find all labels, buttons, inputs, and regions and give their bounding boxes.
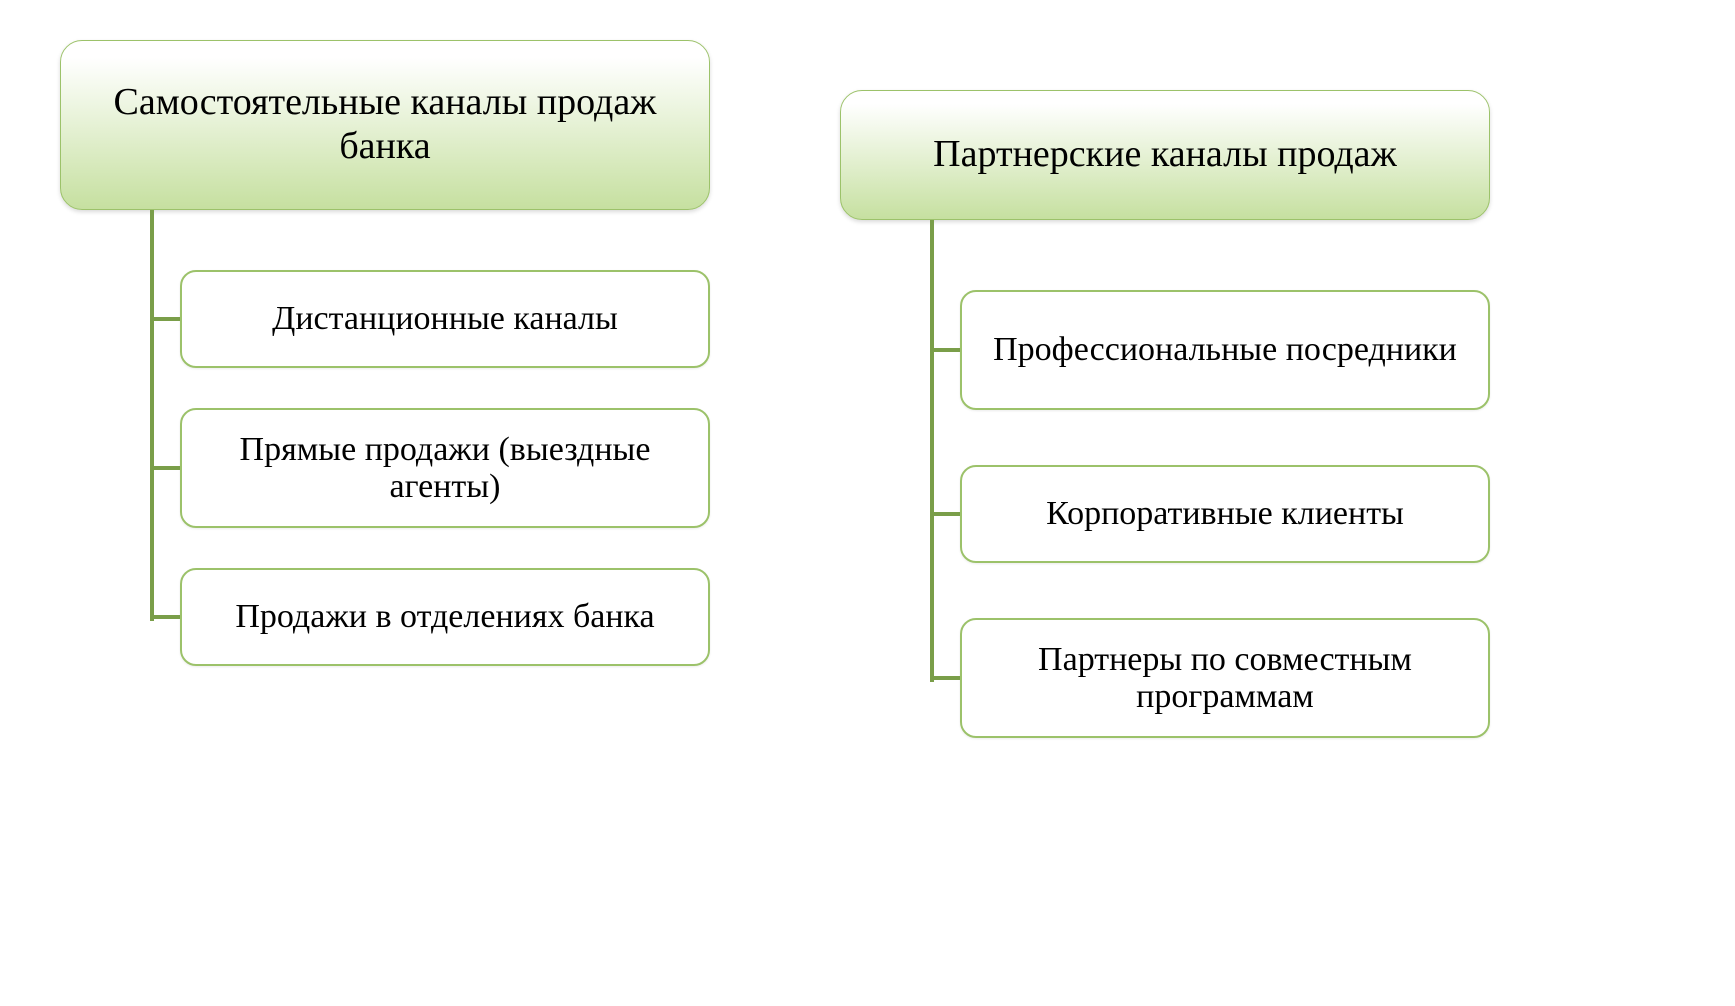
connector-horizontal [930,348,960,352]
child-box: Корпоративные клиенты [960,465,1490,563]
parent-box-left: Самостоятельные каналы продаж банка [60,40,710,210]
connector-horizontal [150,466,180,470]
parent-box-right: Партнерские каналы продаж [840,90,1490,220]
connector-horizontal [930,676,960,680]
parent-title-left: Самостоятельные каналы продаж банка [91,81,679,168]
child-label: Прямые продажи (выездные агенты) [206,431,684,506]
diagram-container: Самостоятельные каналы продаж банка Дист… [0,0,1735,778]
child-label: Корпоративные клиенты [1046,495,1404,532]
connector-horizontal [930,512,960,516]
child-box: Партнеры по совместным программам [960,618,1490,738]
connector-vertical [150,210,154,621]
connector-vertical [930,220,934,682]
child-box: Дистанционные каналы [180,270,710,368]
child-box: Продажи в отделениях банка [180,568,710,666]
parent-title-right: Партнерские каналы продаж [933,133,1397,177]
connector-horizontal [150,615,180,619]
column-right: Партнерские каналы продаж Профессиональн… [840,40,1490,738]
child-label: Партнеры по совместным программам [986,641,1464,716]
child-label: Продажи в отделениях банка [235,598,654,635]
column-left: Самостоятельные каналы продаж банка Дист… [60,40,710,666]
child-box: Профессиональные посредники [960,290,1490,410]
child-label: Профессиональные посредники [993,331,1457,368]
connector-horizontal [150,317,180,321]
child-label: Дистанционные каналы [272,300,618,337]
child-box: Прямые продажи (выездные агенты) [180,408,710,528]
